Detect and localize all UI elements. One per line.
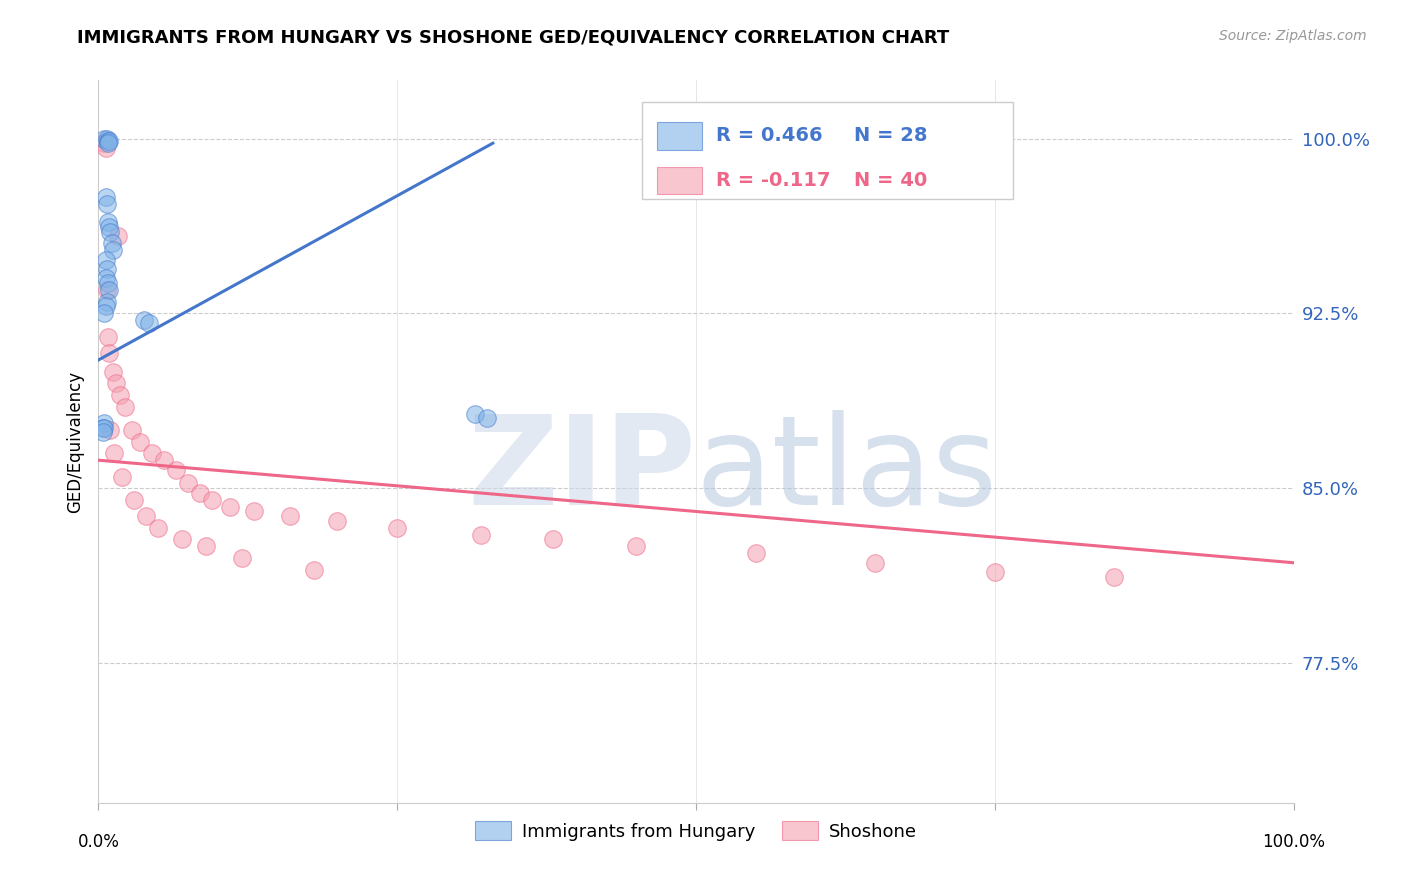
Point (94, 252, 117, 267)
Text: atlas: atlas (696, 410, 998, 531)
Point (745, 546, 768, 560)
Point (98, 220, 121, 235)
Legend: Immigrants from Hungary, Shoshone: Immigrants from Hungary, Shoshone (468, 814, 924, 848)
Point (93, 136, 115, 151)
Y-axis label: GED/Equivalency: GED/Equivalency (66, 370, 84, 513)
Point (385, 521, 409, 535)
Point (302, 563, 325, 577)
Point (111, 469, 134, 483)
FancyBboxPatch shape (643, 102, 1012, 200)
Point (97, 136, 120, 151)
Point (94, 271, 117, 285)
Point (114, 400, 136, 414)
Point (93, 131, 115, 145)
Point (124, 492, 146, 507)
Point (1104, 570, 1126, 584)
Point (231, 551, 253, 566)
Point (165, 462, 187, 476)
Text: 100.0%: 100.0% (1263, 833, 1324, 851)
Point (101, 365, 124, 379)
Point (105, 376, 128, 391)
Point (93, 416, 115, 430)
Point (97, 329, 120, 343)
Point (188, 485, 211, 500)
Point (100, 236, 122, 251)
Text: R = 0.466: R = 0.466 (716, 127, 823, 145)
Point (326, 514, 349, 528)
Text: IMMIGRANTS FROM HUNGARY VS SHOSHONE GED/EQUIVALENCY CORRELATION CHART: IMMIGRANTS FROM HUNGARY VS SHOSHONE GED/… (77, 29, 949, 46)
Point (132, 313, 155, 327)
Point (464, 407, 486, 421)
Point (201, 492, 224, 507)
Text: 0.0%: 0.0% (77, 833, 120, 851)
Point (141, 446, 163, 460)
Point (96, 131, 118, 145)
Point (177, 476, 200, 491)
FancyBboxPatch shape (657, 167, 702, 194)
Point (103, 446, 125, 460)
Point (94, 190, 117, 204)
Text: N = 28: N = 28 (853, 127, 927, 145)
Point (107, 229, 129, 244)
FancyBboxPatch shape (657, 122, 702, 150)
Point (98, 423, 122, 437)
Point (541, 533, 564, 547)
Point (984, 565, 1007, 579)
Point (94, 299, 117, 313)
Point (278, 509, 301, 524)
Point (865, 556, 887, 570)
Point (108, 388, 131, 402)
Point (153, 453, 176, 467)
Point (98, 283, 121, 297)
Point (470, 528, 492, 542)
Point (96, 262, 118, 277)
Point (243, 504, 266, 518)
Point (135, 509, 157, 524)
Point (101, 244, 124, 258)
Point (93, 306, 115, 320)
Point (219, 500, 242, 514)
Point (626, 540, 648, 554)
Point (148, 521, 170, 535)
Point (97, 134, 120, 148)
Point (96, 294, 118, 309)
Point (172, 533, 194, 547)
Point (91, 420, 114, 434)
Point (96, 196, 118, 211)
Text: N = 40: N = 40 (853, 171, 927, 190)
Point (97, 276, 120, 290)
Point (98, 225, 122, 239)
Point (97, 215, 120, 229)
Point (195, 540, 218, 554)
Point (138, 316, 160, 330)
Point (91, 425, 114, 440)
Point (121, 423, 143, 437)
Text: ZIP: ZIP (467, 410, 696, 531)
Point (93, 420, 115, 434)
Point (129, 434, 152, 449)
Point (98, 134, 121, 148)
Point (475, 411, 498, 425)
Point (98, 346, 121, 360)
Point (94, 141, 117, 155)
Text: Source: ZipAtlas.com: Source: ZipAtlas.com (1219, 29, 1367, 43)
Point (96, 283, 118, 297)
Text: R = -0.117: R = -0.117 (716, 171, 831, 190)
